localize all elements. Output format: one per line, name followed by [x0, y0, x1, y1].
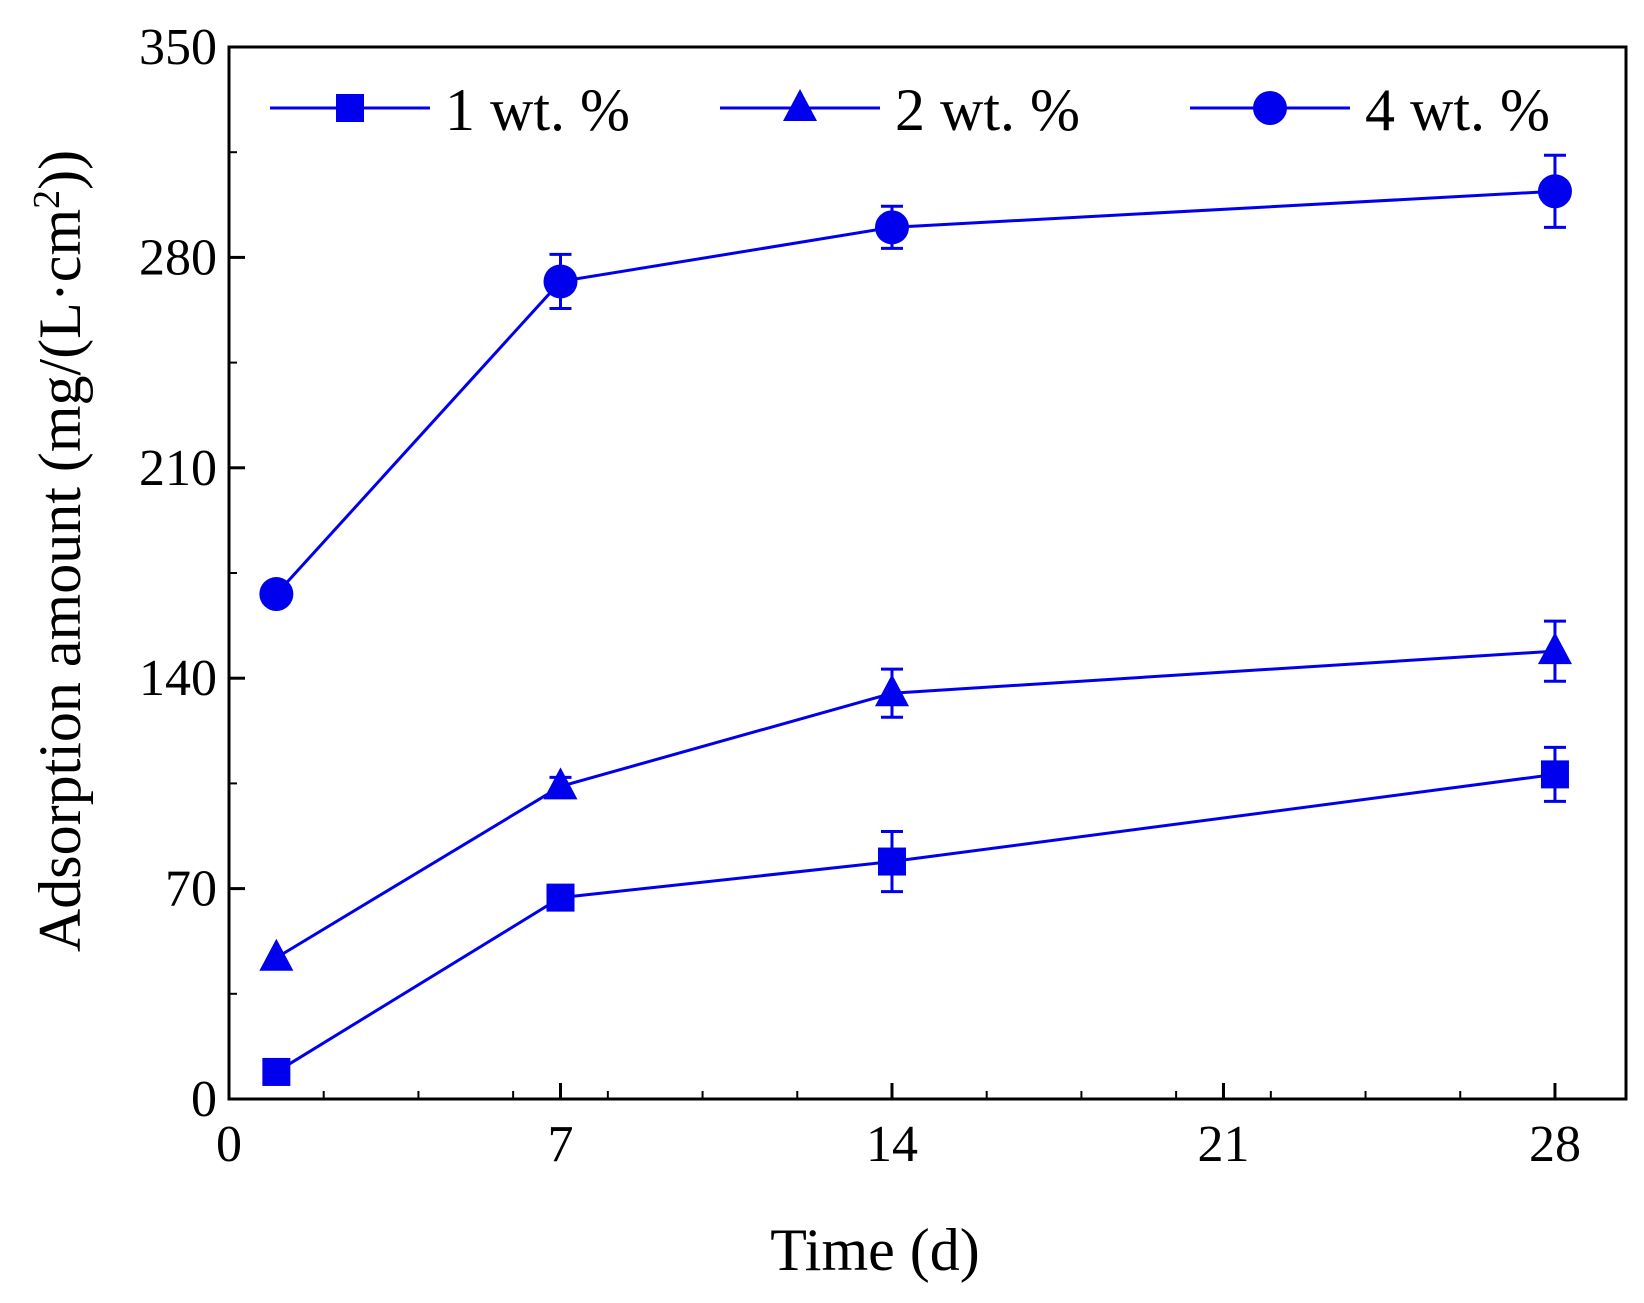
series-1: [262, 745, 1569, 1086]
major-ticks: [227, 45, 1557, 1101]
legend-label: 2 wt. %: [895, 77, 1080, 143]
data-point-triangle: [874, 674, 909, 707]
data-point-square: [336, 94, 364, 122]
y-tick-label: 140: [139, 650, 217, 707]
y-tick-label: 70: [165, 861, 217, 918]
legend-entry-1: 1 wt. %: [270, 77, 630, 143]
data-point-circle: [874, 210, 909, 245]
data-point-triangle: [259, 938, 294, 971]
series-line: [275, 189, 1556, 596]
x-tick-label: 28: [1529, 1116, 1581, 1173]
y-axis-title-dot: ·: [27, 282, 93, 302]
data-point-square: [877, 847, 906, 876]
data-point-triangle: [783, 89, 817, 121]
y-axis-title-part: Adsorption amount (mg/(L: [27, 302, 93, 952]
series-layer: [259, 153, 1572, 1086]
data-point-circle: [259, 577, 294, 612]
legend-entry-3: 4 wt. %: [1190, 77, 1550, 143]
x-tick-label: 14: [866, 1116, 918, 1173]
x-axis-title: Time (d): [770, 1217, 979, 1283]
y-tick-label: 210: [139, 440, 217, 497]
series-2: [259, 619, 1572, 971]
x-tick-label: 7: [547, 1116, 573, 1173]
series-line: [275, 772, 1556, 1074]
y-axis-title-unit: cm: [27, 209, 93, 282]
y-tick-label: 350: [139, 19, 217, 76]
data-point-square: [1540, 760, 1569, 789]
y-axis-title-superscript: 2: [26, 190, 68, 209]
y-axis-title-close: )): [27, 150, 93, 190]
data-point-triangle: [1537, 632, 1572, 665]
series-line: [275, 649, 1556, 960]
data-point-square: [262, 1057, 291, 1086]
legend-label: 4 wt. %: [1365, 77, 1550, 143]
series-3: [259, 153, 1572, 612]
data-point-square: [546, 883, 575, 912]
data-point-circle: [543, 264, 578, 299]
data-point-circle: [1253, 91, 1287, 125]
y-tick-label: 280: [139, 229, 217, 286]
y-tick-label: 0: [191, 1071, 217, 1128]
legend: 1 wt. % 2 wt. % 4 wt. %: [270, 77, 1550, 143]
legend-label: 1 wt. %: [445, 77, 630, 143]
data-point-triangle: [543, 767, 578, 800]
data-point-circle: [1537, 174, 1572, 209]
x-tick-label: 0: [216, 1116, 242, 1173]
x-tick-label: 21: [1197, 1116, 1249, 1173]
legend-entry-2: 2 wt. %: [720, 77, 1080, 143]
y-axis-title: Adsorption amount (mg/(L·cm2)): [26, 150, 93, 952]
